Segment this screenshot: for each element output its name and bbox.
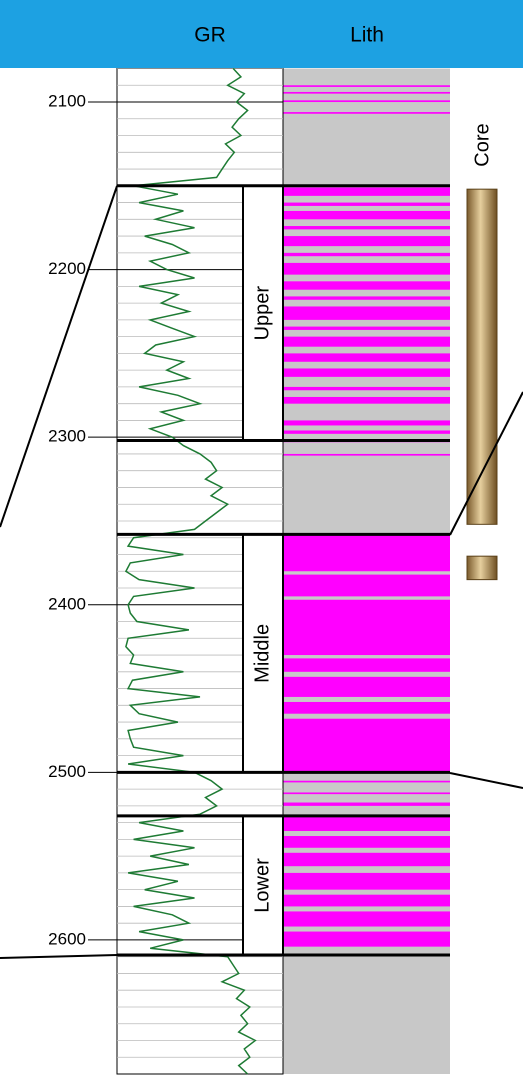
sand-interval: [283, 226, 450, 229]
column-header: GR: [194, 24, 226, 47]
sand-interval: [283, 575, 450, 597]
chart: GR Lith 2100 2200 2300 2400 2500 2600 Upper Mid…: [0, 0, 523, 1081]
zone-label: Upper: [251, 286, 273, 341]
y-tick-label: 2100: [48, 92, 86, 111]
sand-interval: [283, 853, 450, 866]
sand-interval: [283, 792, 450, 794]
sand-interval: [283, 100, 450, 102]
header-bar: [0, 0, 523, 68]
sand-interval: [283, 203, 450, 206]
connector: [0, 955, 117, 958]
core-label: Core: [471, 123, 493, 166]
sand-interval: [283, 430, 450, 433]
sand-interval: [283, 719, 450, 773]
zone-label: Lower: [251, 858, 273, 913]
sand-interval: [283, 803, 450, 806]
sand-interval: [283, 911, 450, 926]
sand-interval: [283, 702, 450, 714]
sand-interval: [283, 600, 450, 655]
sand-interval: [283, 420, 450, 425]
sand-interval: [283, 337, 450, 347]
sand-interval: [283, 327, 450, 330]
sand-interval: [283, 263, 450, 275]
sand-interval: [283, 92, 450, 94]
sand-interval: [283, 873, 450, 890]
sand-interval: [283, 454, 450, 456]
column-header: Lith: [350, 24, 384, 47]
sand-interval: [283, 306, 450, 319]
sand-interval: [283, 253, 450, 256]
connector: [0, 186, 117, 527]
sand-interval: [283, 895, 450, 907]
sand-interval: [283, 281, 450, 289]
y-tick-label: 2600: [48, 929, 86, 948]
sand-interval: [283, 677, 450, 697]
y-tick-label: 2300: [48, 427, 86, 446]
sand-interval: [283, 658, 450, 671]
sand-interval: [283, 211, 450, 219]
sand-interval: [283, 534, 450, 571]
sand-interval: [283, 368, 450, 376]
y-tick-label: 2500: [48, 762, 86, 781]
sand-interval: [283, 236, 450, 246]
y-tick-label: 2200: [48, 259, 86, 278]
sand-interval: [283, 187, 450, 195]
sand-interval: [283, 816, 450, 831]
sand-interval: [283, 836, 450, 848]
sand-interval: [283, 387, 450, 390]
y-tick-label: 2400: [48, 594, 86, 613]
sand-interval: [283, 112, 450, 114]
core-interval: [467, 556, 497, 579]
sand-interval: [283, 397, 450, 404]
connector: [450, 773, 523, 788]
zone-label: Middle: [251, 624, 273, 683]
sand-interval: [283, 85, 450, 87]
sand-interval: [283, 296, 450, 299]
sand-interval: [283, 781, 450, 783]
sand-interval: [283, 353, 450, 361]
sand-interval: [283, 932, 450, 947]
